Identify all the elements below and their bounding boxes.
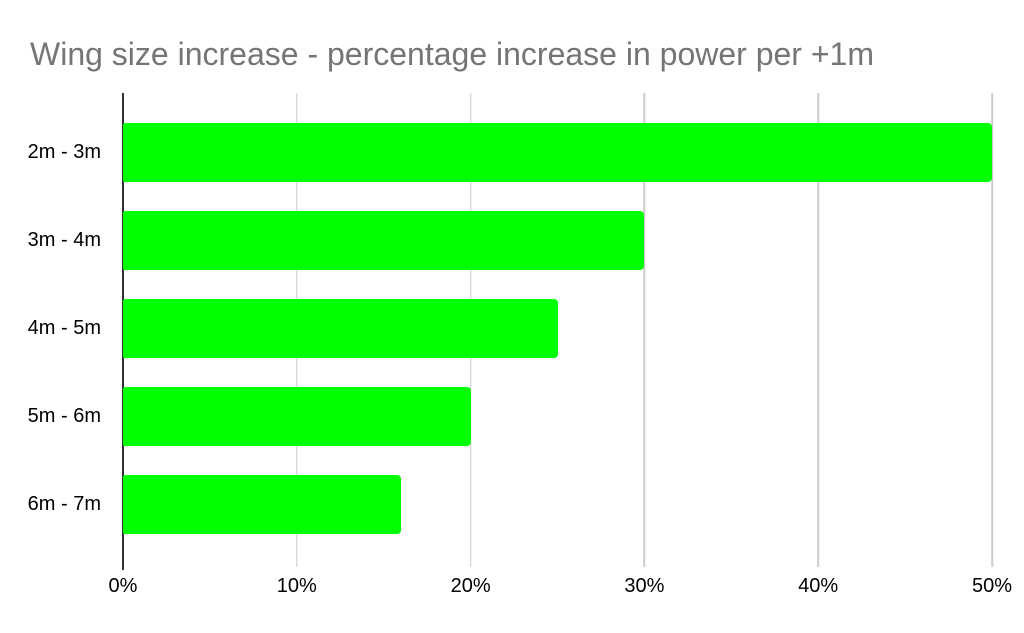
bar[interactable] — [123, 299, 558, 358]
plot-area — [122, 93, 993, 570]
category-label: 4m - 5m — [27, 317, 101, 339]
bar[interactable] — [123, 210, 645, 270]
category-label: 2m - 3m — [27, 140, 101, 163]
x-tick-label: 50% — [971, 575, 1013, 597]
category-label: 3m - 4m — [27, 228, 101, 251]
bar-rows — [123, 108, 992, 549]
bar[interactable] — [123, 475, 402, 535]
bar-row — [123, 108, 992, 196]
bar[interactable] — [123, 387, 471, 447]
bar-row — [123, 373, 992, 461]
gridline — [643, 93, 646, 567]
x-tick-label: 30% — [624, 575, 665, 597]
x-tick-label: 0% — [108, 575, 138, 597]
bar-row — [123, 196, 992, 284]
y-axis-labels: 2m - 3m 3m - 4m 4m - 5m 5m - 6m 6m - 7m — [0, 108, 112, 549]
x-tick-label: 40% — [798, 575, 839, 597]
category-label: 5m - 6m — [27, 405, 101, 428]
category-label: 6m - 7m — [27, 493, 101, 516]
gridline — [991, 93, 993, 567]
x-tick-label: 10% — [276, 575, 317, 597]
bar[interactable] — [123, 122, 992, 182]
chart-title: Wing size increase - percentage increase… — [30, 36, 874, 72]
bar-row — [123, 461, 992, 549]
bar-row — [123, 284, 992, 372]
x-tick-label: 20% — [450, 575, 491, 597]
gridline — [817, 93, 819, 567]
